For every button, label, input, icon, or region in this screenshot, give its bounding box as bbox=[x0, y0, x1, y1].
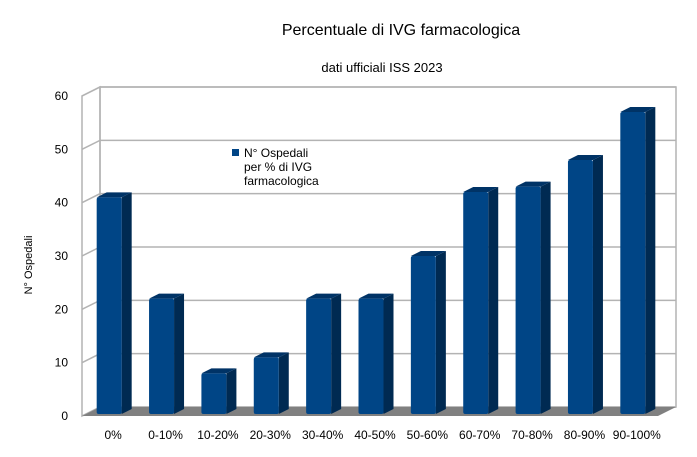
y-tick-label: 60 bbox=[55, 89, 69, 103]
y-tick-label: 0 bbox=[61, 409, 68, 423]
bar-top bbox=[358, 293, 394, 299]
bar bbox=[149, 293, 185, 414]
x-tick-label: 50-60% bbox=[407, 428, 449, 442]
bar-top bbox=[620, 107, 656, 112]
x-tick-label: 70-80% bbox=[511, 428, 553, 442]
bar-front bbox=[358, 298, 384, 414]
y-tick-label: 10 bbox=[55, 356, 69, 370]
bar-side bbox=[383, 293, 394, 414]
x-tick-label: 60-70% bbox=[459, 428, 501, 442]
bar bbox=[253, 352, 289, 414]
bar bbox=[620, 107, 656, 414]
y-tick-label: 50 bbox=[55, 142, 69, 156]
bar bbox=[567, 155, 603, 414]
bar-side bbox=[278, 352, 289, 414]
bar-front bbox=[306, 298, 332, 414]
bar-top bbox=[149, 293, 185, 299]
bar-top bbox=[253, 352, 289, 358]
x-tick-label: 0-10% bbox=[148, 428, 183, 442]
legend-label: per % di IVG bbox=[244, 160, 312, 174]
gridline bbox=[81, 139, 676, 151]
chart-title: Percentuale di IVG farmacologica bbox=[282, 22, 520, 39]
bar-top bbox=[567, 155, 603, 160]
bar-front bbox=[567, 160, 593, 414]
bar-side bbox=[540, 181, 551, 414]
bar bbox=[201, 368, 237, 414]
bar bbox=[515, 181, 551, 414]
bar bbox=[358, 293, 394, 414]
x-tick-label: 40-50% bbox=[354, 428, 396, 442]
bar-front bbox=[149, 298, 175, 414]
y-axis-label: N° Ospedali bbox=[23, 236, 35, 295]
bar-front bbox=[463, 192, 489, 414]
x-tick-label: 10-20% bbox=[197, 428, 239, 442]
bar-top bbox=[96, 192, 132, 198]
bar-front bbox=[201, 373, 227, 414]
bar-side bbox=[174, 293, 185, 414]
x-tick-label: 90-100% bbox=[613, 428, 661, 442]
bar-top bbox=[201, 368, 237, 374]
bar-side bbox=[331, 293, 342, 414]
bar-side bbox=[226, 368, 237, 414]
chart-subtitle: dati ufficiali ISS 2023 bbox=[321, 60, 442, 75]
bar bbox=[96, 192, 132, 414]
bar-side bbox=[488, 187, 499, 414]
bar bbox=[463, 187, 499, 414]
x-tick-label: 20-30% bbox=[250, 428, 292, 442]
bar bbox=[410, 251, 446, 414]
gridline bbox=[81, 86, 676, 97]
bar bbox=[306, 293, 342, 414]
x-tick-label: 30-40% bbox=[302, 428, 344, 442]
bar-top bbox=[410, 251, 446, 256]
bar-front bbox=[96, 197, 122, 414]
y-tick-label: 20 bbox=[55, 302, 69, 316]
bar-top bbox=[515, 181, 551, 187]
legend-label: N° Ospedali bbox=[244, 146, 308, 160]
bar-front bbox=[253, 357, 279, 414]
bar-front bbox=[410, 256, 436, 414]
bar-side bbox=[121, 192, 132, 414]
bar-front bbox=[515, 186, 541, 414]
legend-swatch bbox=[232, 149, 239, 156]
legend-label: farmacologica bbox=[244, 174, 319, 188]
bar-top bbox=[463, 187, 499, 192]
bar-top bbox=[306, 293, 342, 299]
y-tick-label: 40 bbox=[55, 196, 69, 210]
bar-side bbox=[645, 107, 656, 414]
bar-front bbox=[620, 112, 646, 414]
bar-side bbox=[435, 251, 446, 414]
x-tick-label: 0% bbox=[105, 428, 123, 442]
y-tick-label: 30 bbox=[55, 249, 69, 263]
bar-side bbox=[592, 155, 603, 414]
x-tick-label: 80-90% bbox=[564, 428, 606, 442]
